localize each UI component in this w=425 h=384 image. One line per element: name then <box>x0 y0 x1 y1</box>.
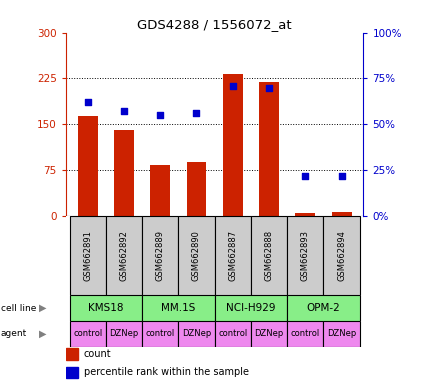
Bar <box>215 321 251 347</box>
Bar <box>66 367 78 379</box>
Text: GSM662887: GSM662887 <box>228 230 237 281</box>
Bar <box>70 295 142 321</box>
Bar <box>70 321 106 347</box>
Text: GSM662893: GSM662893 <box>301 230 310 281</box>
Text: count: count <box>84 349 111 359</box>
Text: GSM662894: GSM662894 <box>337 230 346 281</box>
Text: GSM662890: GSM662890 <box>192 230 201 281</box>
Bar <box>142 295 215 321</box>
Point <box>121 108 128 114</box>
Point <box>84 99 91 105</box>
Bar <box>332 212 351 216</box>
Bar <box>178 216 215 295</box>
Bar <box>251 216 287 295</box>
Text: GSM662889: GSM662889 <box>156 230 165 281</box>
Bar <box>323 321 360 347</box>
Text: MM.1S: MM.1S <box>161 303 196 313</box>
Title: GDS4288 / 1556072_at: GDS4288 / 1556072_at <box>137 18 292 31</box>
Bar <box>106 321 142 347</box>
Bar <box>295 213 315 216</box>
Point <box>157 112 164 118</box>
Text: control: control <box>218 329 247 338</box>
Text: GSM662888: GSM662888 <box>264 230 274 281</box>
Bar <box>187 162 207 216</box>
Point <box>266 84 272 91</box>
Bar <box>223 74 243 216</box>
Bar <box>114 130 134 216</box>
Bar <box>66 348 78 360</box>
Bar <box>215 216 251 295</box>
Text: NCI-H929: NCI-H929 <box>226 303 276 313</box>
Text: GSM662892: GSM662892 <box>119 230 128 281</box>
Bar <box>259 81 279 216</box>
Text: DZNep: DZNep <box>255 329 283 338</box>
Bar <box>142 216 178 295</box>
Bar <box>251 321 287 347</box>
Text: DZNep: DZNep <box>327 329 356 338</box>
Text: DZNep: DZNep <box>109 329 139 338</box>
Text: KMS18: KMS18 <box>88 303 124 313</box>
Text: control: control <box>291 329 320 338</box>
Bar <box>70 216 106 295</box>
Text: agent: agent <box>1 329 27 338</box>
Point <box>338 172 345 179</box>
Point <box>302 172 309 179</box>
Text: ▶: ▶ <box>39 329 47 339</box>
Bar <box>323 216 360 295</box>
Bar <box>287 216 323 295</box>
Text: cell line: cell line <box>1 304 36 313</box>
Bar <box>78 116 98 216</box>
Point <box>230 83 236 89</box>
Bar <box>287 321 323 347</box>
Bar <box>287 295 360 321</box>
Text: percentile rank within the sample: percentile rank within the sample <box>84 367 249 377</box>
Point <box>193 110 200 116</box>
Text: control: control <box>146 329 175 338</box>
Bar <box>106 216 142 295</box>
Text: OPM-2: OPM-2 <box>306 303 340 313</box>
Text: GSM662891: GSM662891 <box>83 230 92 281</box>
Bar <box>142 321 178 347</box>
Text: ▶: ▶ <box>39 303 47 313</box>
Bar <box>150 165 170 216</box>
Bar <box>215 295 287 321</box>
Bar <box>178 321 215 347</box>
Text: DZNep: DZNep <box>182 329 211 338</box>
Text: control: control <box>73 329 102 338</box>
